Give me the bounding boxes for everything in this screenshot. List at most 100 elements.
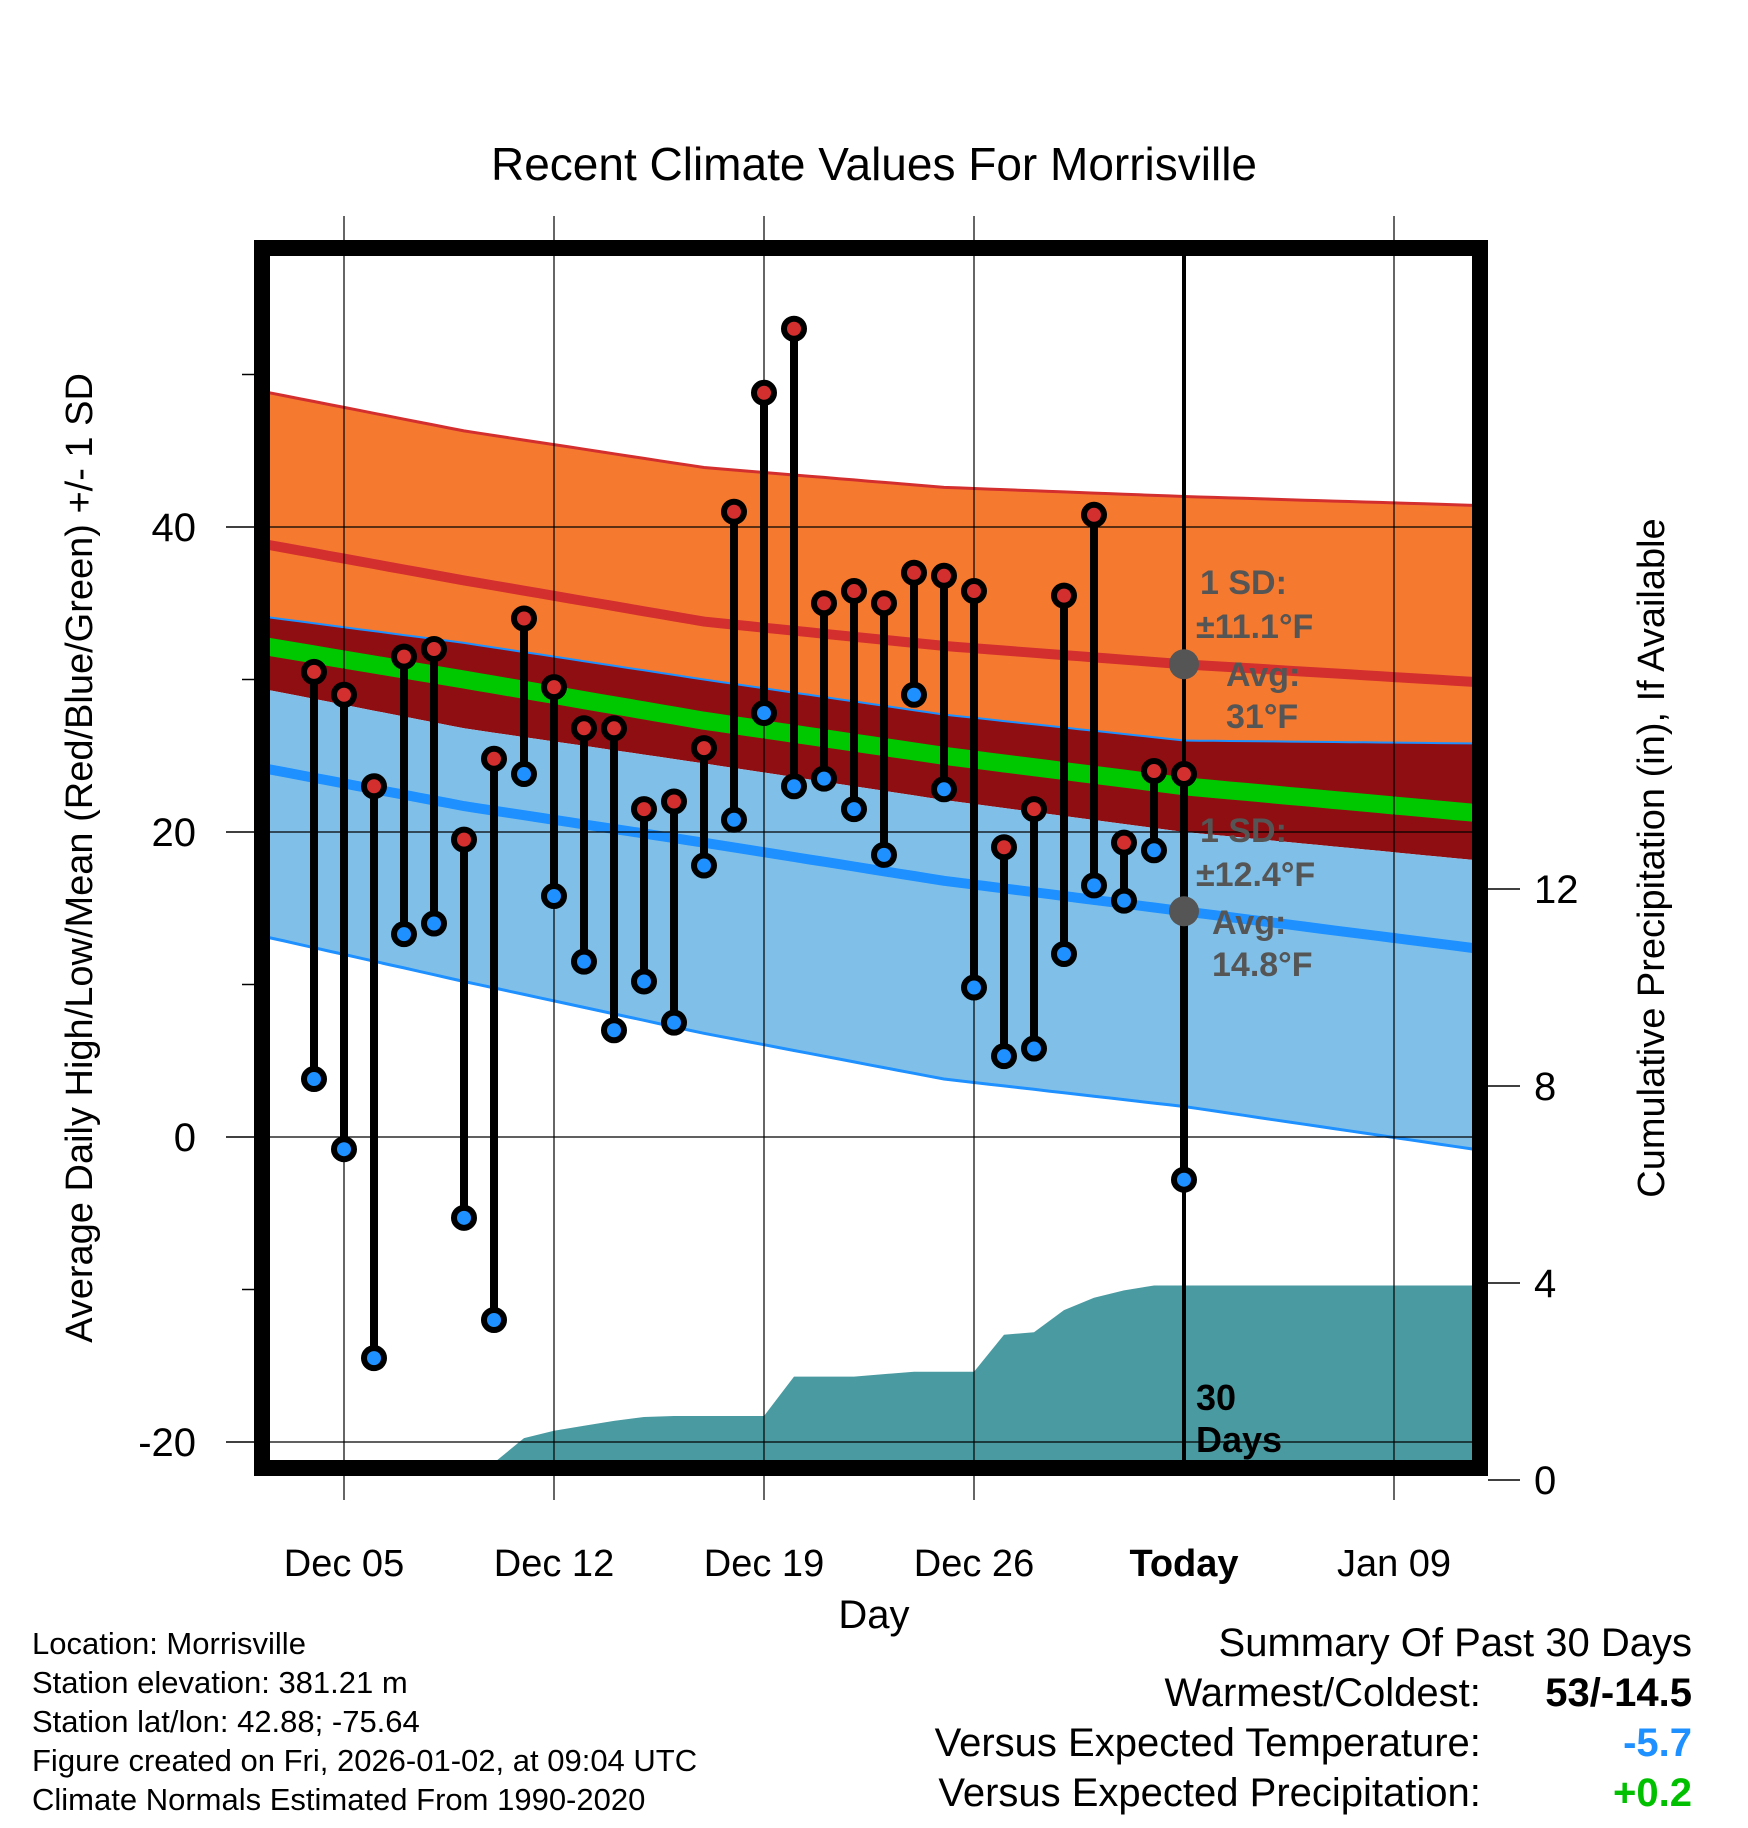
daily-low-point	[661, 1009, 687, 1036]
low-avg-marker	[1169, 896, 1199, 927]
daily-high-point	[901, 559, 927, 586]
high-avg-marker	[1169, 649, 1199, 680]
daily-high-point	[361, 773, 387, 800]
daily-high-point	[871, 590, 897, 617]
daily-high-point	[481, 745, 507, 772]
high-avg-label: Avg:	[1226, 656, 1300, 694]
daily-high-point	[931, 562, 957, 589]
daily-high-point	[1081, 501, 1107, 528]
info-elevation: Station elevation: 381.21 m	[32, 1665, 408, 1700]
today-days-number: 30	[1196, 1377, 1236, 1418]
daily-low-point	[871, 841, 897, 868]
daily-high-point	[451, 826, 477, 853]
daily-high-point	[781, 315, 807, 342]
x-tick-label: Dec 26	[914, 1543, 1034, 1585]
daily-high-point	[721, 498, 747, 525]
info-normals: Climate Normals Estimated From 1990-2020	[32, 1782, 646, 1817]
high-avg-value: 31°F	[1226, 698, 1298, 736]
daily-low-point	[361, 1345, 387, 1372]
summary-title: Summary Of Past 30 Days	[1218, 1621, 1692, 1665]
daily-low-point	[811, 765, 837, 792]
daily-low-point	[901, 681, 927, 708]
summary-precip-value: +0.2	[1613, 1771, 1692, 1815]
daily-low-point	[331, 1136, 357, 1163]
x-tick-label: Dec 19	[704, 1543, 824, 1585]
daily-high-point	[1021, 796, 1047, 823]
daily-high-point	[391, 643, 417, 670]
y-axis-label: Average Daily High/Low/Mean (Red/Blue/Gr…	[59, 373, 101, 1343]
chart-title: Recent Climate Values For Morrisville	[491, 138, 1257, 190]
daily-high-point	[631, 796, 657, 823]
daily-low-point	[601, 1017, 627, 1044]
y2-tick-label: 8	[1534, 1065, 1556, 1109]
high-upper-line	[262, 389, 1480, 507]
y2-axis-label: Cumulative Precipitation (in), If Availa…	[1631, 518, 1673, 1197]
daily-high-point	[751, 379, 777, 406]
precip-area	[422, 1285, 1480, 1468]
y-tick-label: 40	[152, 506, 197, 550]
daily-high-point	[841, 578, 867, 605]
daily-low-point	[571, 948, 597, 975]
daily-high-point	[571, 715, 597, 742]
summary-warm-cold-label: Warmest/Coldest:	[1164, 1671, 1481, 1715]
low-avg-value: 14.8°F	[1212, 946, 1313, 984]
daily-low-point	[511, 761, 537, 788]
summary-temp-value: -5.7	[1623, 1721, 1692, 1765]
low-sd-value: ±12.4°F	[1196, 856, 1315, 894]
low-sd-band	[262, 688, 1480, 1151]
high-sd-value: ±11.1°F	[1196, 608, 1313, 646]
y2-tick-label: 0	[1534, 1459, 1556, 1503]
low-sd-label: 1 SD:	[1200, 812, 1287, 850]
daily-high-point	[1051, 582, 1077, 609]
summary-panel: Summary Of Past 30 Days Warmest/Coldest:…	[935, 1618, 1692, 1818]
daily-low-point	[631, 968, 657, 995]
daily-low-point	[781, 773, 807, 800]
daily-low-point	[1051, 941, 1077, 967]
daily-high-point	[1111, 829, 1137, 856]
daily-low-point	[481, 1307, 507, 1333]
daily-low-point	[421, 910, 447, 937]
y2-tick-label: 4	[1534, 1262, 1556, 1306]
daily-low-point	[301, 1066, 327, 1093]
daily-high-point	[301, 658, 327, 685]
station-info: Location: Morrisville Station elevation:…	[32, 1624, 697, 1819]
daily-high-point	[541, 674, 567, 701]
daily-low-point	[1081, 872, 1107, 899]
daily-low-point	[931, 776, 957, 803]
x-tick-label: Today	[1129, 1543, 1238, 1585]
daily-high-point	[691, 735, 717, 762]
high-sd-label: 1 SD:	[1200, 564, 1287, 602]
daily-low-point	[721, 806, 747, 833]
daily-low-point	[1141, 837, 1167, 864]
daily-high-point	[601, 715, 627, 742]
daily-low-point	[751, 700, 777, 727]
daily-high-point	[811, 590, 837, 617]
info-created: Figure created on Fri, 2026-01-02, at 09…	[32, 1743, 698, 1778]
summary-warm-cold-value: 53/-14.5	[1545, 1671, 1692, 1715]
low-avg-label: Avg:	[1212, 904, 1286, 942]
daily-low-point	[1021, 1035, 1047, 1062]
daily-low-point	[841, 796, 867, 823]
daily-low-point	[991, 1043, 1017, 1070]
y-tick-label: -20	[138, 1421, 196, 1465]
daily-high-point	[1171, 761, 1197, 788]
daily-high-point	[511, 605, 537, 632]
x-tick-label: Dec 12	[494, 1543, 614, 1585]
daily-low-point	[1111, 887, 1137, 914]
daily-low-point	[961, 974, 987, 1001]
daily-low-point	[1171, 1166, 1197, 1193]
info-latlon: Station lat/lon: 42.88; -75.64	[32, 1704, 420, 1739]
y-tick-label: 20	[152, 811, 197, 855]
daily-high-point	[1141, 758, 1167, 784]
daily-low-point	[391, 921, 417, 948]
y-tick-label: 0	[174, 1116, 196, 1160]
daily-low-point	[451, 1204, 477, 1231]
x-tick-label: Jan 09	[1337, 1543, 1451, 1585]
daily-high-point	[991, 834, 1017, 861]
y2-tick-label: 12	[1534, 868, 1579, 912]
summary-temp-label: Versus Expected Temperature:	[934, 1721, 1481, 1765]
summary-precip-label: Versus Expected Precipitation:	[938, 1771, 1481, 1815]
x-axis-label: Day	[838, 1593, 909, 1637]
x-tick-label: Dec 05	[284, 1543, 404, 1585]
